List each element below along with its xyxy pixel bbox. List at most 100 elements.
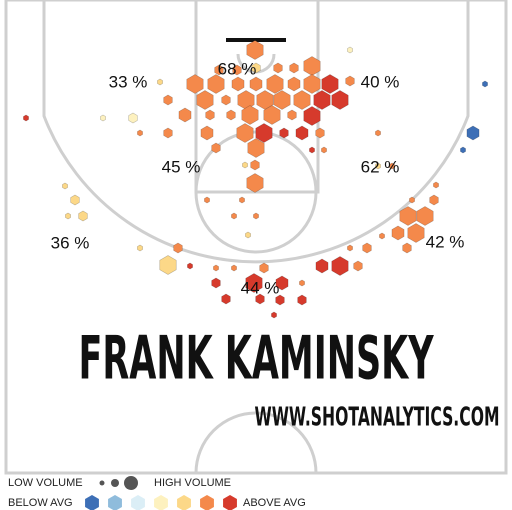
hex (255, 293, 265, 305)
legend-volume-swatch (124, 476, 138, 490)
hex (256, 90, 274, 110)
hex (137, 129, 143, 137)
hex (315, 258, 329, 274)
hex (303, 106, 321, 126)
legend-color-swatch (108, 495, 122, 510)
hex (186, 74, 204, 94)
hex (331, 90, 349, 110)
hex (345, 75, 355, 87)
hex (65, 212, 71, 220)
hex (460, 146, 466, 154)
hex (178, 107, 192, 123)
hex (347, 46, 353, 54)
hex (245, 273, 263, 293)
hex (375, 162, 381, 170)
hex (231, 264, 237, 272)
hex (232, 64, 242, 76)
hex (249, 76, 263, 92)
legend-color-swatch (177, 495, 191, 510)
hex (389, 162, 395, 170)
hex (253, 212, 259, 220)
hex (309, 146, 315, 154)
hex (213, 264, 219, 272)
hex (221, 94, 231, 106)
hex (207, 74, 225, 94)
hex (295, 125, 309, 141)
hex (242, 161, 248, 169)
hex (287, 109, 297, 121)
legend-color-swatch (154, 495, 168, 510)
zone-percentage: 68 % (218, 59, 257, 78)
hex (245, 231, 251, 239)
hex (271, 311, 277, 319)
three-point-line (42, 0, 470, 264)
hex (221, 293, 231, 305)
hex (23, 114, 29, 122)
hex (231, 212, 237, 220)
hex (211, 142, 221, 154)
hex (173, 242, 183, 254)
hex (204, 196, 210, 204)
hex (62, 182, 68, 190)
hex (226, 109, 236, 121)
hex (273, 62, 283, 74)
source: WWW.SHOTANALYTICS.COM (255, 403, 500, 433)
hex (402, 242, 412, 254)
hex (416, 206, 434, 226)
hex (315, 127, 325, 139)
hex (289, 62, 299, 74)
zone-percentage: 42 % (426, 232, 465, 251)
hex (399, 206, 417, 226)
zone-percentage: 36 % (51, 233, 90, 252)
hex (273, 90, 291, 110)
hex (246, 40, 264, 60)
hex (275, 275, 289, 291)
hex (211, 277, 221, 289)
legend-color-swatch (85, 495, 99, 510)
hex (321, 146, 327, 154)
hex (275, 294, 285, 306)
hex (303, 74, 321, 94)
court (4, 0, 508, 475)
hex (287, 76, 301, 92)
zone-percentage: 40 % (361, 72, 400, 91)
hex (159, 255, 177, 275)
hex (279, 127, 289, 139)
zone-percentage: 45 % (162, 157, 201, 176)
hex (299, 279, 305, 287)
hex (313, 90, 331, 110)
hex (409, 196, 415, 204)
hex (433, 181, 439, 189)
zone-percentage: 62 % (361, 157, 400, 176)
hex (251, 62, 261, 74)
hex (196, 90, 214, 110)
zone-percentage: 44 % (241, 278, 280, 297)
hex (128, 112, 138, 124)
hex (246, 173, 264, 193)
hex (157, 78, 163, 86)
hex (353, 260, 363, 272)
legend-color-swatch (200, 495, 214, 510)
zones: 33 % 68 % 40 % 45 % 62 % 36 % 42 % 44 % (51, 59, 465, 297)
hex (231, 76, 245, 92)
hex (321, 74, 339, 94)
legend-color-swatch (131, 495, 145, 510)
hex (214, 64, 224, 76)
zone-percentage: 33 % (109, 72, 148, 91)
hex (347, 244, 353, 252)
hex (239, 196, 245, 204)
hex (241, 105, 259, 125)
hex (482, 80, 488, 88)
hex (187, 262, 193, 270)
free-throw-arc (194, 191, 318, 254)
hex (255, 123, 273, 143)
hex (362, 242, 372, 254)
hex (407, 223, 425, 243)
hex (266, 74, 284, 94)
hexes (23, 40, 488, 319)
hex (375, 129, 381, 137)
hex (100, 114, 106, 122)
hex (429, 194, 439, 206)
legend-below-avg: BELOW AVG (8, 497, 73, 509)
hex (466, 125, 480, 141)
